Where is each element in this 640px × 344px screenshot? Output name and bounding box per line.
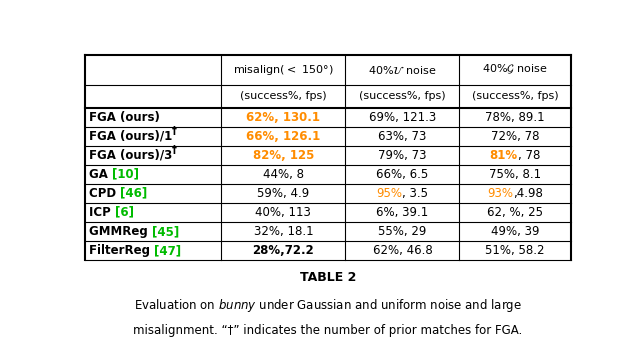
- Text: [10]: [10]: [112, 168, 139, 181]
- Text: 72%, 78: 72%, 78: [491, 130, 540, 143]
- Text: 66%, 6.5: 66%, 6.5: [376, 168, 429, 181]
- Text: 82%, 125: 82%, 125: [253, 149, 314, 162]
- Text: , 3.5: , 3.5: [403, 187, 428, 200]
- Text: 63%, 73: 63%, 73: [378, 130, 427, 143]
- Text: GMMReg: GMMReg: [89, 225, 152, 238]
- Text: 49%, 39: 49%, 39: [491, 225, 540, 238]
- Text: †: †: [172, 145, 177, 155]
- Text: $40\%\mathcal{U}$ noise: $40\%\mathcal{U}$ noise: [368, 64, 436, 76]
- Text: misalignment. “†” indicates the number of prior matches for FGA.: misalignment. “†” indicates the number o…: [133, 324, 523, 337]
- Text: 51%, 58.2: 51%, 58.2: [485, 244, 545, 257]
- Text: 78%, 89.1: 78%, 89.1: [485, 110, 545, 123]
- Text: 93%: 93%: [487, 187, 513, 200]
- Text: 66%, 126.1: 66%, 126.1: [246, 130, 321, 143]
- Text: 62%, 130.1: 62%, 130.1: [246, 110, 321, 123]
- Text: [45]: [45]: [152, 225, 179, 238]
- Text: FGA (ours)/1: FGA (ours)/1: [89, 130, 172, 143]
- Text: (success%, fps): (success%, fps): [472, 91, 558, 101]
- Text: FilterReg: FilterReg: [89, 244, 154, 257]
- Text: [6]: [6]: [115, 206, 134, 219]
- Text: 79%, 73: 79%, 73: [378, 149, 427, 162]
- Text: 59%, 4.9: 59%, 4.9: [257, 187, 310, 200]
- Text: 55%, 29: 55%, 29: [378, 225, 427, 238]
- Text: 44%, 8: 44%, 8: [263, 168, 304, 181]
- Text: GA: GA: [89, 168, 112, 181]
- Text: (success%, fps): (success%, fps): [240, 91, 326, 101]
- Text: TABLE 2: TABLE 2: [300, 271, 356, 284]
- Text: misalign($<$ 150°): misalign($<$ 150°): [233, 63, 333, 77]
- Text: 75%, 8.1: 75%, 8.1: [489, 168, 541, 181]
- Text: 62, %, 25: 62, %, 25: [487, 206, 543, 219]
- Text: 28%,72.2: 28%,72.2: [253, 244, 314, 257]
- Text: [47]: [47]: [154, 244, 181, 257]
- Text: †: †: [172, 126, 177, 136]
- Text: 32%, 18.1: 32%, 18.1: [253, 225, 313, 238]
- Text: ,4.98: ,4.98: [513, 187, 543, 200]
- Text: Evaluation on $\it{bunny}$ under Gaussian and uniform noise and large: Evaluation on $\it{bunny}$ under Gaussia…: [134, 297, 522, 314]
- Text: CPD: CPD: [89, 187, 120, 200]
- Text: 95%: 95%: [376, 187, 403, 200]
- Text: [46]: [46]: [120, 187, 147, 200]
- Text: FGA (ours)/3: FGA (ours)/3: [89, 149, 172, 162]
- Text: 6%, 39.1: 6%, 39.1: [376, 206, 429, 219]
- Text: 62%, 46.8: 62%, 46.8: [372, 244, 432, 257]
- Text: , 78: , 78: [518, 149, 540, 162]
- Text: 81%: 81%: [490, 149, 518, 162]
- Text: FGA (ours): FGA (ours): [89, 110, 160, 123]
- Text: ICP: ICP: [89, 206, 115, 219]
- Text: 69%, 121.3: 69%, 121.3: [369, 110, 436, 123]
- Text: 40%, 113: 40%, 113: [255, 206, 311, 219]
- Text: $40\%\mathcal{G}$ noise: $40\%\mathcal{G}$ noise: [482, 63, 548, 76]
- Text: (success%, fps): (success%, fps): [359, 91, 445, 101]
